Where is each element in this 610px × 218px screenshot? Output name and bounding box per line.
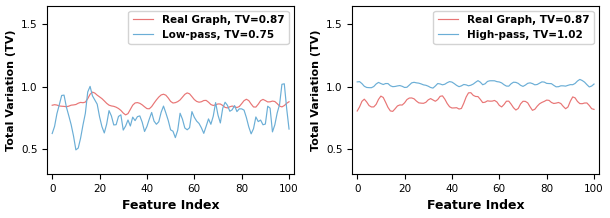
Real Graph, TV=0.87 [467,91,475,94]
High-pass, TV=1.02 [576,78,584,81]
Real Graph, TV=0.87 [465,92,472,94]
Real Graph, TV=0.87 [49,104,56,107]
Real Graph, TV=0.87 [89,91,96,93]
High-pass, TV=1.02 [413,82,420,84]
Low-pass, TV=0.75 [229,109,236,111]
Real Graph, TV=0.87 [524,102,531,104]
Y-axis label: Total Variation (TV): Total Variation (TV) [310,29,321,151]
Low-pass, TV=0.75 [285,128,293,130]
High-pass, TV=1.02 [354,81,361,83]
Real Graph, TV=0.87 [195,101,203,104]
Real Graph, TV=0.87 [536,102,544,105]
Y-axis label: Total Variation (TV): Total Variation (TV) [5,29,16,151]
Real Graph, TV=0.87 [389,110,396,113]
Low-pass, TV=0.75 [160,105,167,107]
Low-pass, TV=0.75 [65,114,73,117]
Real Graph, TV=0.87 [122,114,129,116]
Real Graph, TV=0.87 [354,110,361,112]
High-pass, TV=1.02 [429,87,437,89]
High-pass, TV=1.02 [534,83,541,86]
Real Graph, TV=0.87 [162,94,170,97]
Low-pass, TV=0.75 [193,120,200,122]
Low-pass, TV=0.75 [110,124,118,126]
Low-pass, TV=0.75 [72,148,79,151]
Real Graph, TV=0.87 [370,106,378,108]
Legend: Real Graph, TV=0.87, Low-pass, TV=0.75: Real Graph, TV=0.87, Low-pass, TV=0.75 [129,11,289,44]
Line: High-pass, TV=1.02: High-pass, TV=1.02 [357,79,594,88]
Low-pass, TV=0.75 [49,132,56,135]
Line: Real Graph, TV=0.87: Real Graph, TV=0.87 [52,92,289,115]
Real Graph, TV=0.87 [65,105,73,107]
High-pass, TV=1.02 [498,82,505,84]
Low-pass, TV=0.75 [281,82,288,85]
Low-pass, TV=0.75 [217,122,224,124]
Legend: Real Graph, TV=0.87, High-pass, TV=1.02: Real Graph, TV=0.87, High-pass, TV=1.02 [434,11,594,44]
Line: Real Graph, TV=0.87: Real Graph, TV=0.87 [357,93,594,111]
Real Graph, TV=0.87 [285,100,293,103]
High-pass, TV=1.02 [465,85,472,87]
High-pass, TV=1.02 [522,84,529,86]
Line: Low-pass, TV=0.75: Low-pass, TV=0.75 [52,84,289,150]
Real Graph, TV=0.87 [590,108,598,111]
X-axis label: Feature Index: Feature Index [427,199,525,213]
High-pass, TV=1.02 [370,85,378,88]
High-pass, TV=1.02 [590,83,598,85]
Real Graph, TV=0.87 [500,103,508,106]
X-axis label: Feature Index: Feature Index [122,199,220,213]
Real Graph, TV=0.87 [219,104,226,107]
Real Graph, TV=0.87 [415,102,423,104]
Real Graph, TV=0.87 [110,105,118,108]
Real Graph, TV=0.87 [231,106,239,108]
